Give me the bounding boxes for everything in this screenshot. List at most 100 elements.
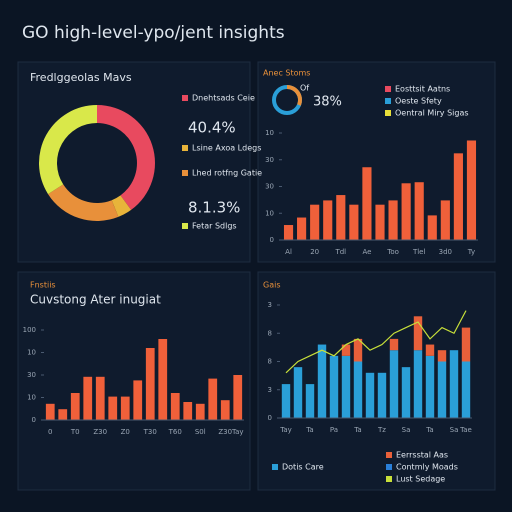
bar bbox=[440, 200, 450, 240]
big-number: 40.4% bbox=[188, 119, 236, 137]
y-tick-label: 10 bbox=[27, 349, 36, 357]
x-tick-label: Z30 bbox=[218, 428, 232, 436]
bar bbox=[389, 350, 399, 418]
gauge-label: 38% bbox=[313, 95, 342, 110]
bar bbox=[95, 376, 105, 420]
bar bbox=[70, 393, 80, 420]
x-tick-label: Tae bbox=[459, 426, 472, 434]
legend-label: Dotis Care bbox=[282, 463, 324, 472]
legend-swatch bbox=[386, 464, 392, 470]
x-tick-label: Tlel bbox=[412, 248, 426, 256]
x-tick-label: T0 bbox=[70, 428, 80, 436]
x-tick-label: Tdl bbox=[334, 248, 346, 256]
bar bbox=[461, 361, 471, 418]
legend-swatch bbox=[385, 98, 391, 104]
x-tick-label: Tay bbox=[279, 426, 292, 434]
bar bbox=[293, 367, 303, 418]
y-tick-label: 0 bbox=[32, 416, 36, 424]
y-tick-label: 30 bbox=[27, 371, 36, 379]
y-tick-label: 100 bbox=[23, 326, 36, 334]
bar bbox=[170, 393, 180, 420]
bar bbox=[310, 204, 320, 240]
bar bbox=[323, 200, 333, 240]
x-tick-label: Al bbox=[285, 248, 292, 256]
bar bbox=[208, 378, 218, 420]
legend-label: Lsine Axoa Ldegs bbox=[192, 144, 261, 153]
line bbox=[285, 310, 467, 374]
bar bbox=[45, 403, 55, 420]
panel-title: Cuvstong Ater inugiat bbox=[30, 293, 161, 307]
y-tick-label: 0 bbox=[268, 414, 272, 422]
legend-label: Lhed rotfng Gatie bbox=[192, 169, 262, 178]
x-tick-label: T30 bbox=[143, 428, 157, 436]
panel bbox=[257, 271, 496, 491]
y-tick-label: 0 bbox=[270, 236, 274, 244]
x-tick-label: Ta bbox=[305, 426, 313, 434]
x-tick-label: Too bbox=[386, 248, 399, 256]
legend-label: Oeste Sfety bbox=[395, 97, 442, 106]
x-tick-label: 3d0 bbox=[439, 248, 452, 256]
gauge-caption: Of bbox=[300, 84, 309, 93]
bar bbox=[195, 403, 205, 420]
bar bbox=[353, 338, 363, 362]
bar bbox=[341, 344, 351, 356]
bar bbox=[377, 372, 387, 418]
panel-title: Gais bbox=[263, 281, 281, 290]
bar bbox=[453, 153, 463, 240]
y-tick-label: 30 bbox=[265, 156, 274, 164]
x-tick-label: Z30 bbox=[93, 428, 107, 436]
y-tick-label: 30 bbox=[265, 183, 274, 191]
bar bbox=[58, 409, 68, 420]
pie-slice bbox=[48, 184, 119, 221]
bar bbox=[413, 316, 423, 351]
x-tick-label: Sa bbox=[402, 426, 411, 434]
x-tick-label: Ta bbox=[425, 426, 433, 434]
bar bbox=[389, 338, 399, 351]
x-tick-label: S0l bbox=[195, 428, 206, 436]
legend-label: Eerrsstal Aas bbox=[396, 451, 448, 460]
bar bbox=[365, 372, 375, 418]
bar bbox=[183, 402, 193, 420]
x-tick-label: Z0 bbox=[121, 428, 130, 436]
bar bbox=[305, 384, 315, 418]
big-number: 8.1.3% bbox=[188, 199, 240, 217]
legend-swatch bbox=[385, 86, 391, 92]
legend-swatch bbox=[386, 476, 392, 482]
bar bbox=[336, 195, 346, 240]
bar bbox=[353, 361, 363, 418]
bar bbox=[414, 182, 424, 240]
page-title: GO high-level-ypo/jent insights bbox=[22, 23, 285, 43]
pie-slice bbox=[97, 105, 155, 210]
bar bbox=[233, 375, 243, 420]
bar bbox=[108, 396, 118, 420]
x-tick-label: Ta bbox=[353, 426, 361, 434]
x-tick-label: 0 bbox=[48, 428, 52, 436]
bar bbox=[437, 361, 447, 418]
legend-label: Eosttsit Aatns bbox=[395, 85, 450, 94]
panel-title: Anec Stoms bbox=[263, 69, 310, 78]
bar bbox=[466, 140, 477, 240]
legend-swatch bbox=[272, 464, 278, 470]
bar bbox=[375, 204, 385, 240]
bar bbox=[145, 348, 155, 420]
legend-swatch bbox=[385, 110, 391, 116]
bar bbox=[461, 327, 471, 362]
bar bbox=[388, 200, 398, 240]
panel-subtitle: Fnstiis bbox=[30, 281, 56, 290]
y-tick-label: 10 bbox=[27, 394, 36, 402]
gauge-arc bbox=[286, 85, 302, 106]
legend-swatch bbox=[182, 170, 188, 176]
bar bbox=[349, 204, 359, 240]
x-tick-label: 20 bbox=[310, 248, 319, 256]
x-tick-label: Sa bbox=[450, 426, 459, 434]
legend-label: Dnehtsads Ceie bbox=[192, 94, 255, 103]
x-tick-label: Tay bbox=[231, 428, 244, 436]
y-tick-label: 3 bbox=[268, 386, 272, 394]
bar bbox=[283, 225, 294, 240]
y-tick-label: 10 bbox=[265, 209, 274, 217]
bar bbox=[297, 217, 307, 240]
legend-label: Lust Sedage bbox=[396, 475, 445, 484]
y-tick-label: 10 bbox=[265, 129, 274, 137]
bar bbox=[120, 396, 130, 420]
